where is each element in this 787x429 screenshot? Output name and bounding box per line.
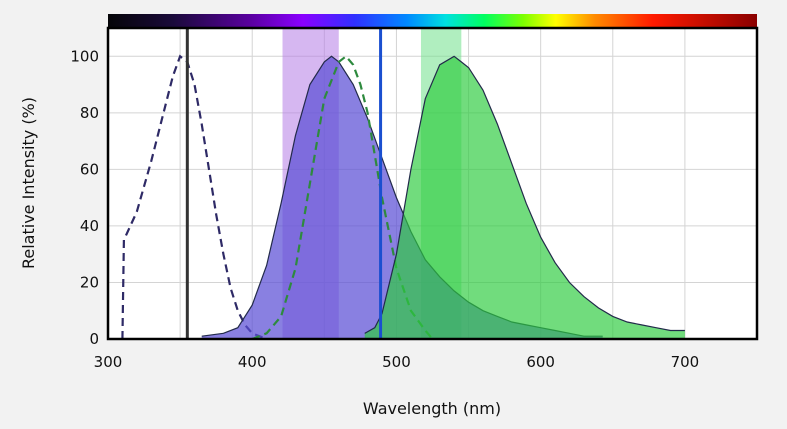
x-tick-label: 400 [238,353,267,371]
plot-frame [106,26,759,341]
axis-ticks: 300 400 500 600 700 0 20 40 60 80 100 [70,47,699,371]
spectrum-color-bar [108,14,757,28]
series-4-outline [364,55,685,334]
y-tick-label: 0 [89,330,99,348]
x-tick-label: 300 [94,353,123,371]
series-2-area [201,56,603,339]
series-group [121,54,685,339]
x-tick-label: 600 [526,353,555,371]
y-tick-label: 40 [80,217,99,235]
laser-lines [185,28,383,339]
x-axis-label: Wavelength (nm) [363,399,501,418]
series-4-area [364,56,685,339]
x-tick-label: 500 [382,353,411,371]
y-tick-label: 20 [80,273,99,291]
series-1-line [121,54,267,339]
x-tick-label: 700 [671,353,700,371]
y-axis-label: Relative Intensity (%) [19,97,38,269]
y-tick-label: 80 [80,104,99,122]
y-tick-label: 60 [80,160,99,178]
y-tick-label: 100 [70,47,99,65]
